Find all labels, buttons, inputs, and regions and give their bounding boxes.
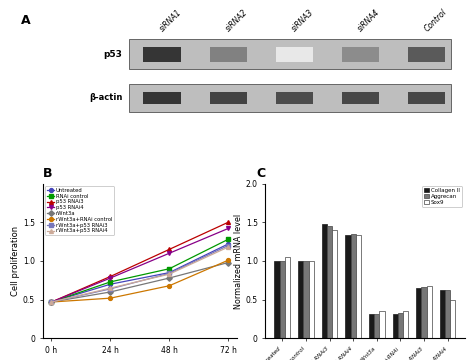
Text: siRNA4: siRNA4 (356, 8, 382, 34)
Y-axis label: Cell proliferation: Cell proliferation (11, 226, 20, 296)
Bar (327, 226, 332, 338)
Untreated (49, 300, 55, 304)
Bar (303, 261, 309, 338)
Line: rWnt3a+p53 RNAi4: rWnt3a+p53 RNAi4 (50, 245, 230, 304)
Bar (144, 92, 181, 104)
Text: B: B (43, 167, 52, 180)
Bar (298, 261, 303, 338)
rWnt3a+RNAi control (49, 300, 55, 304)
Line: Untreated: Untreated (50, 242, 230, 304)
Bar (342, 92, 379, 104)
Bar (346, 235, 351, 338)
rWnt3a (108, 290, 113, 294)
Bar (342, 47, 379, 62)
Text: siRNA1: siRNA1 (158, 8, 183, 34)
Bar (392, 314, 398, 338)
Text: siRNA2: siRNA2 (224, 8, 250, 34)
RNAi control (166, 266, 172, 271)
RNAi control (225, 237, 231, 242)
Bar (416, 288, 421, 338)
Line: RNAi control: RNAi control (50, 237, 230, 304)
Line: rWnt3a+RNAi control: rWnt3a+RNAi control (50, 258, 230, 304)
Text: Control: Control (422, 8, 448, 34)
rWnt3a+RNAi control (225, 258, 231, 262)
Line: rWnt3a: rWnt3a (50, 261, 230, 304)
rWnt3a+p53 RNAi4 (225, 245, 231, 249)
rWnt3a+p53 RNAi4 (49, 300, 55, 304)
rWnt3a+RNAi control (166, 284, 172, 288)
Bar (274, 261, 280, 338)
Text: C: C (256, 167, 265, 180)
p53 RNAi3 (108, 274, 113, 279)
rWnt3a+p53 RNAi3 (166, 271, 172, 275)
p53 RNAi4 (49, 300, 55, 304)
Bar (440, 291, 445, 338)
Bar (421, 287, 427, 338)
Bar (408, 47, 446, 62)
Bar (398, 313, 403, 338)
rWnt3a+RNAi control (108, 296, 113, 300)
Bar (332, 230, 337, 338)
Bar (276, 47, 313, 62)
Bar (309, 261, 314, 338)
p53 RNAi4 (225, 226, 231, 231)
Bar (129, 84, 451, 112)
Text: A: A (21, 14, 31, 27)
Bar (129, 39, 451, 69)
Y-axis label: Normalized mRNA level: Normalized mRNA level (234, 213, 243, 309)
p53 RNAi4 (166, 251, 172, 256)
rWnt3a+p53 RNAi4 (166, 272, 172, 276)
rWnt3a (225, 260, 231, 265)
Untreated (225, 242, 231, 246)
p53 RNAi4 (108, 276, 113, 280)
p53 RNAi3 (225, 220, 231, 225)
Bar (144, 47, 181, 62)
RNAi control (108, 280, 113, 284)
Bar (280, 261, 285, 338)
Bar (379, 311, 384, 338)
Bar (276, 92, 313, 104)
Bar (351, 234, 356, 338)
Bar (356, 235, 361, 338)
p53 RNAi3 (166, 247, 172, 252)
Text: p53: p53 (104, 50, 123, 59)
RNAi control (49, 300, 55, 304)
Text: β-actin: β-actin (89, 94, 123, 102)
rWnt3a+p53 RNAi3 (49, 300, 55, 304)
rWnt3a+p53 RNAi3 (225, 243, 231, 248)
Bar (403, 311, 408, 338)
p53 RNAi3 (49, 300, 55, 304)
Line: p53 RNAi4: p53 RNAi4 (50, 226, 230, 304)
Bar (374, 314, 379, 338)
Line: p53 RNAi3: p53 RNAi3 (50, 220, 230, 304)
Legend: Collagen II, Aggrecan, Sox9: Collagen II, Aggrecan, Sox9 (422, 186, 462, 207)
Bar (210, 47, 247, 62)
rWnt3a (49, 300, 55, 304)
Legend: Untreated, RNAi control, p53 RNAi3, p53 RNAi4, rWnt3a, rWnt3a+RNAi control, rWnt: Untreated, RNAi control, p53 RNAi3, p53 … (46, 186, 114, 235)
Untreated (108, 282, 113, 287)
Bar (408, 92, 446, 104)
Line: rWnt3a+p53 RNAi3: rWnt3a+p53 RNAi3 (50, 244, 230, 304)
rWnt3a (166, 276, 172, 280)
Bar (445, 291, 450, 338)
Bar (427, 286, 432, 338)
Bar (322, 224, 327, 338)
Bar (450, 300, 456, 338)
Bar (210, 92, 247, 104)
rWnt3a+p53 RNAi4 (108, 286, 113, 290)
Text: siRNA3: siRNA3 (290, 8, 316, 34)
Bar (285, 257, 290, 338)
rWnt3a+p53 RNAi3 (108, 287, 113, 291)
Bar (369, 314, 374, 338)
Untreated (166, 270, 172, 275)
